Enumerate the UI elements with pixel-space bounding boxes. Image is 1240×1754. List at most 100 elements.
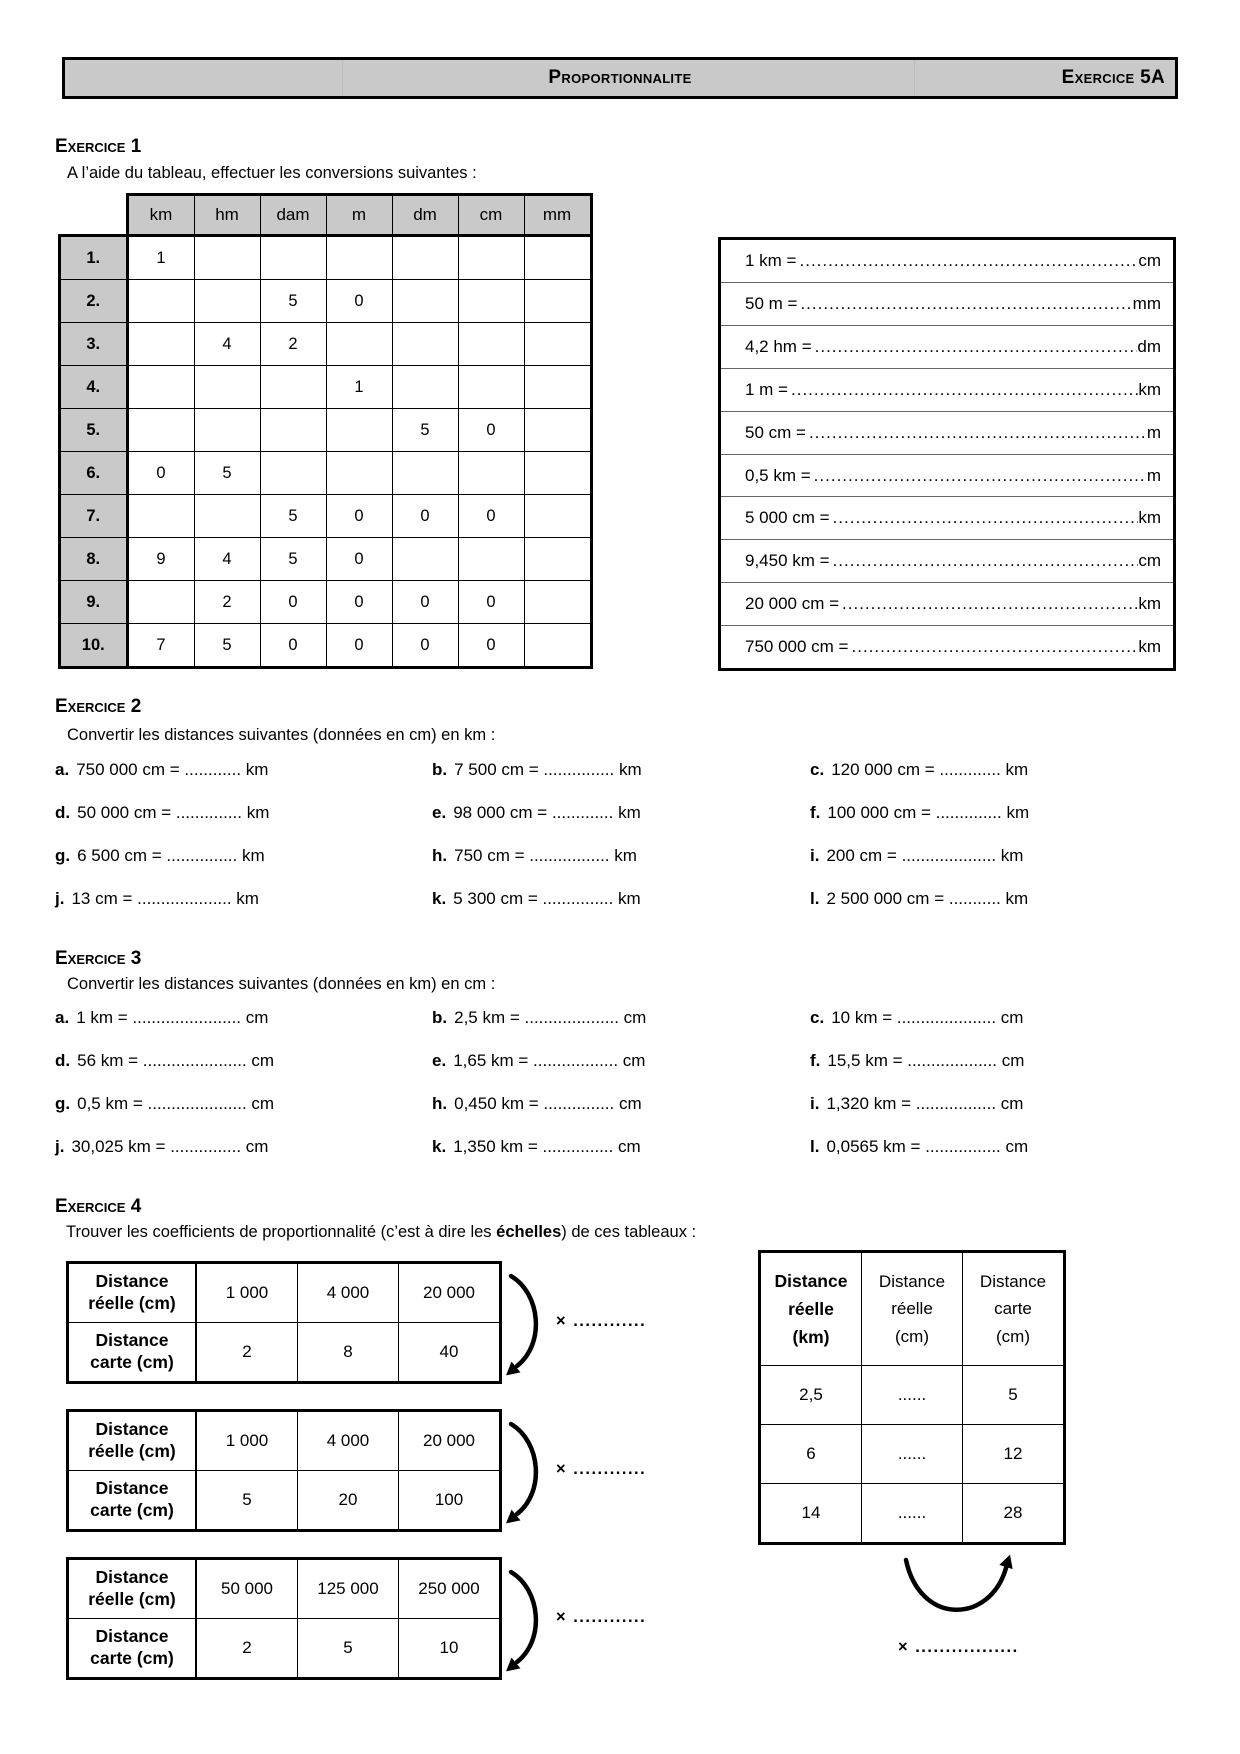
scale-table-right: Distance réelle (km) Distance réelle (cm)… <box>758 1250 1066 1545</box>
ex1-grid-cell: 0 <box>457 408 525 452</box>
item-text: 6 500 cm = ............... km <box>77 846 265 865</box>
scale-table-row: Distance réelle (cm) 50 000 125 000 250 000 <box>66 1557 502 1619</box>
titlebar-divider <box>342 60 343 96</box>
conversion-lhs: 20 000 cm = <box>745 594 840 614</box>
right-table-cell: 12 <box>962 1424 1066 1484</box>
ex1-grid-cell <box>523 451 593 495</box>
ex1-grid-row: 1. 1 <box>58 234 593 280</box>
scale-table-row-label: Distance carte (cm) <box>66 1618 197 1680</box>
item-text: 750 000 cm = ............ km <box>76 760 269 779</box>
ex1-grid-cell <box>126 279 195 323</box>
ex1-grid-cell: 0 <box>391 494 459 538</box>
conversion-item: h. 750 cm = ................. km <box>432 846 810 889</box>
ex1-grid-cell <box>259 235 327 280</box>
ex1-grid-cell: 0 <box>457 623 525 669</box>
ex1-grid-cell <box>193 408 261 452</box>
ex1-grid-cell <box>259 408 327 452</box>
scale-table-1: Distance réelle (cm) 1 000 4 000 20 000 Dist… <box>66 1261 502 1384</box>
ex1-grid-unit-header: dam <box>259 193 327 237</box>
ex1-conversion-grid: km hm dam m dm cm mm 1. 1 2. 5 0 3. 4 2 4. 1 5. 5 0 6. 0 5 7. 5 0… <box>58 193 593 669</box>
ex1-grid-cell <box>193 235 261 280</box>
conversion-line: 4,2 hm =................................… <box>721 326 1173 369</box>
scale-table-row: Distance carte (cm) 2 8 40 <box>66 1322 502 1384</box>
scale-table-2: Distance réelle (cm) 1 000 4 000 20 000 Dist… <box>66 1409 502 1532</box>
conversion-unit: cm <box>1138 551 1161 571</box>
ex1-grid-cell: 7 <box>126 623 195 669</box>
right-table-header: Distance réelle (km) <box>758 1250 862 1366</box>
ex1-grid-row-label: 2. <box>58 279 129 323</box>
ex1-grid-cell <box>523 537 593 581</box>
conversion-lhs: 0,5 km = <box>745 465 811 485</box>
right-table-cell: ...... <box>861 1483 963 1545</box>
conversion-item: c. 10 km = ..................... cm <box>810 1008 1185 1051</box>
ex1-grid-cell: 0 <box>391 580 459 624</box>
ex1-grid-row: 8. 9 4 5 0 <box>58 537 593 581</box>
ex1-grid-cell: 0 <box>259 623 327 669</box>
ex1-grid-cell <box>126 408 195 452</box>
item-text: 15,5 km = ................... cm <box>827 1051 1025 1070</box>
ex1-grid-row: 7. 5 0 0 0 <box>58 494 593 538</box>
item-key: a. <box>55 1008 70 1027</box>
ex1-grid-unit-header: mm <box>523 193 593 237</box>
item-text: 13 cm = .................... km <box>71 889 259 908</box>
scale-table-row: Distance réelle (cm) 1 000 4 000 20 000 <box>66 1409 502 1471</box>
multiply-arrow-icon <box>903 1554 1013 1612</box>
conversion-dots: ........................................… <box>814 336 1138 356</box>
ex1-grid-cell <box>523 623 593 669</box>
ex1-grid-cell: 0 <box>391 623 459 669</box>
ex1-grid-cell <box>193 494 261 538</box>
ex1-grid-row: 9. 2 0 0 0 0 <box>58 580 593 624</box>
conversion-line: 750 000 cm =............................… <box>721 626 1173 668</box>
scale-table-value: 50 000 <box>195 1557 298 1619</box>
item-text: 56 km = ...................... cm <box>77 1051 275 1070</box>
ex1-grid-row: 5. 5 0 <box>58 408 593 452</box>
conversion-dots: ........................................… <box>832 551 1139 571</box>
ex4-heading: Exercice 4 <box>55 1196 142 1217</box>
conversion-item: f. 15,5 km = ................... cm <box>810 1051 1185 1094</box>
conversion-line: 50 cm =.................................… <box>721 412 1173 455</box>
scale-table-row-label: Distance réelle (cm) <box>66 1409 197 1471</box>
item-text: 2,5 km = .................... cm <box>454 1008 647 1027</box>
ex1-grid-row: 4. 1 <box>58 365 593 409</box>
titlebar-divider <box>914 60 915 96</box>
ex1-grid-cell <box>523 279 593 323</box>
multiply-arrow-icon <box>506 1273 539 1376</box>
ex1-grid-cell <box>391 235 459 280</box>
right-table-header-row: Distance réelle (km) Distance réelle (cm)… <box>758 1250 1066 1366</box>
ex1-grid-cell <box>126 494 195 538</box>
ex1-grid-row-label: 9. <box>58 580 129 624</box>
multiply-arrow-icon <box>506 1421 539 1524</box>
conversion-dots: ........................................… <box>851 637 1139 657</box>
item-text: 50 000 cm = .............. km <box>77 803 270 822</box>
ex1-grid-row: 2. 5 0 <box>58 279 593 323</box>
ex1-grid-cell: 5 <box>193 623 261 669</box>
conversion-dots: ........................................… <box>832 508 1139 528</box>
ex1-grid-cell <box>523 408 593 452</box>
conversion-unit: km <box>1138 594 1161 614</box>
ex1-grid-cell <box>457 322 525 366</box>
item-key: c. <box>810 760 825 779</box>
ex1-grid-row-label: 7. <box>58 494 129 538</box>
conversion-item: d. 56 km = ...................... cm <box>55 1051 432 1094</box>
ex1-grid-cell <box>259 365 327 409</box>
scale-table-value: 8 <box>297 1322 399 1384</box>
item-key: i. <box>810 1094 820 1113</box>
item-key: h. <box>432 1094 448 1113</box>
item-key: d. <box>55 1051 71 1070</box>
conversion-dots: ........................................… <box>800 293 1133 313</box>
ex1-grid-cell: 0 <box>457 494 525 538</box>
scale-table-row-label: Distance réelle (cm) <box>66 1261 197 1323</box>
multiply-arrow-icon <box>506 1569 539 1672</box>
ex1-grid-cell <box>523 235 593 280</box>
ex1-grid-cell <box>391 322 459 366</box>
title-bar: Proportionnalite Exercice 5A <box>62 57 1178 99</box>
right-table-cell: ...... <box>861 1365 963 1425</box>
conversion-item: c. 120 000 cm = ............. km <box>810 760 1185 803</box>
ex3-item-list: a. 1 km = ....................... cm b. 2,5… <box>55 1008 1185 1180</box>
page-title: Proportionnalite <box>548 67 692 88</box>
ex1-grid-cell <box>457 235 525 280</box>
ex1-grid-cell <box>193 365 261 409</box>
ex1-grid-cell: 5 <box>259 537 327 581</box>
conversion-lhs: 9,450 km = <box>745 551 830 571</box>
conversion-item: i. 1,320 km = ................. cm <box>810 1094 1185 1137</box>
